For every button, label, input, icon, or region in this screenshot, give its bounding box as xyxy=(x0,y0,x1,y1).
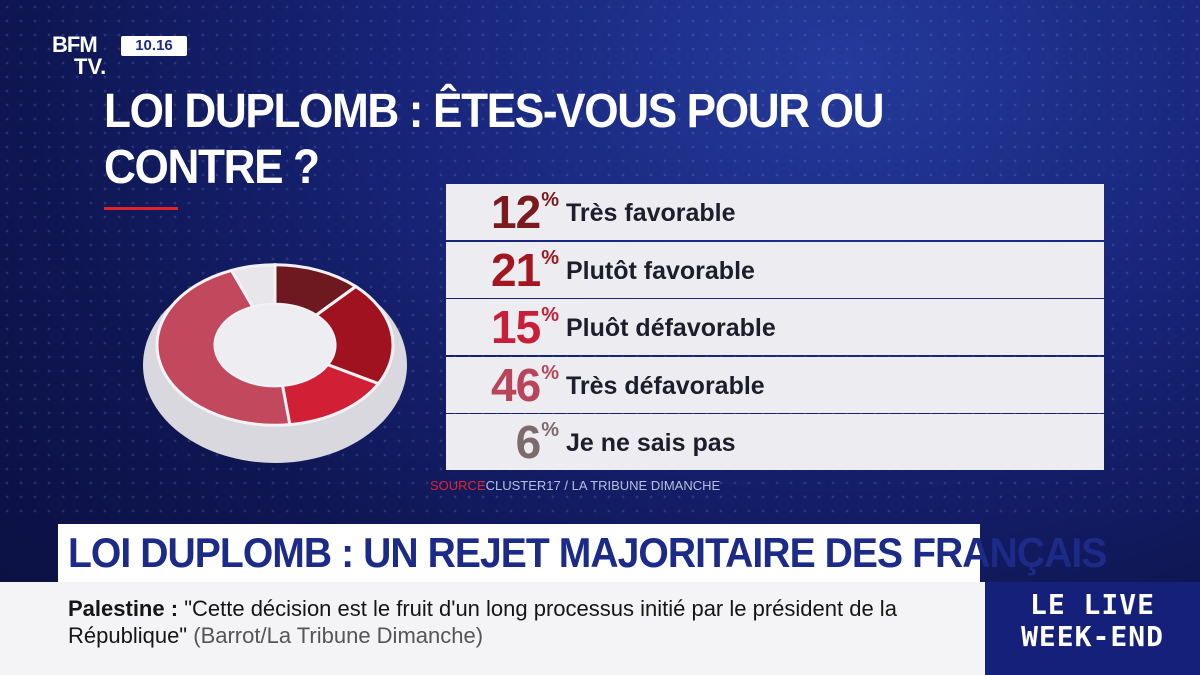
donut-slice xyxy=(313,284,395,386)
clock-badge: 10.16 xyxy=(121,36,187,56)
table-row: 46% Très défavorable xyxy=(446,356,1104,413)
donut-slice xyxy=(229,263,277,309)
row-label: Pluôt défavorable xyxy=(566,314,776,343)
percent-value: 15 xyxy=(491,301,541,354)
percent-sign: % xyxy=(541,304,559,327)
source-credit: SOURCECLUSTER17 / LA TRIBUNE DIMANCHE xyxy=(430,478,720,494)
table-row: 15% Pluôt défavorable xyxy=(446,299,1104,356)
donut-chart xyxy=(143,263,407,463)
table-row: 12% Très favorable xyxy=(446,184,1104,240)
ticker-topic: Palestine xyxy=(68,596,165,621)
percent-value: 46 xyxy=(491,358,541,411)
percent-value: 6 xyxy=(515,416,542,469)
row-percent: 21% xyxy=(446,243,559,304)
source-text: CLUSTER17 / LA TRIBUNE DIMANCHE xyxy=(485,478,721,493)
percent-sign: % xyxy=(541,419,559,442)
percent-sign: % xyxy=(541,189,559,211)
headline-text: LOI DUPLOMB : UN REJET MAJORITAIRE DES F… xyxy=(68,529,1107,576)
headline-banner xyxy=(58,524,980,582)
donut-slice xyxy=(155,268,292,427)
row-label: Très défavorable xyxy=(566,371,765,400)
logo-top-text: BFM xyxy=(52,32,98,57)
live-weekend-badge xyxy=(985,582,1200,675)
row-percent: 15% xyxy=(446,301,559,361)
table-row: 6% Je ne sais pas xyxy=(446,414,1104,471)
percent-value: 12 xyxy=(491,186,541,238)
row-percent: 12% xyxy=(446,186,559,246)
row-percent: 6% xyxy=(446,416,559,476)
ticker-quote: "Cette décision est le fruit d'un long p… xyxy=(68,596,897,648)
results-table: 12% Très favorable 21% Plutôt favorable … xyxy=(446,184,1104,472)
live-line-2: WEEK-END xyxy=(1021,620,1164,653)
ticker-separator: : xyxy=(170,596,179,621)
source-prefix: SOURCE xyxy=(430,478,486,493)
percent-sign: % xyxy=(541,361,559,384)
row-percent: 46% xyxy=(446,358,559,419)
live-line-1: LE LIVE xyxy=(1029,588,1155,621)
logo-bottom-text: TV. xyxy=(74,54,107,79)
row-label: Très favorable xyxy=(566,199,736,227)
row-label: Plutôt favorable xyxy=(566,256,755,285)
news-ticker xyxy=(0,582,985,675)
percent-sign: % xyxy=(541,246,559,269)
title-accent-rule xyxy=(104,207,178,210)
bfmtv-logo: BFM TV. xyxy=(52,34,116,82)
row-label: Je ne sais pas xyxy=(566,429,736,458)
table-row: 21% Plutôt favorable xyxy=(446,241,1104,298)
ticker-attribution: (Barrot/La Tribune Dimanche) xyxy=(193,623,484,648)
percent-value: 21 xyxy=(491,243,541,296)
donut-hole xyxy=(215,305,335,385)
chart-title: LOI DUPLOMB : ÊTES-VOUS POUR OU CONTRE ? xyxy=(104,85,885,194)
ticker-text: Palestine : "Cette décision est le fruit… xyxy=(68,595,968,649)
